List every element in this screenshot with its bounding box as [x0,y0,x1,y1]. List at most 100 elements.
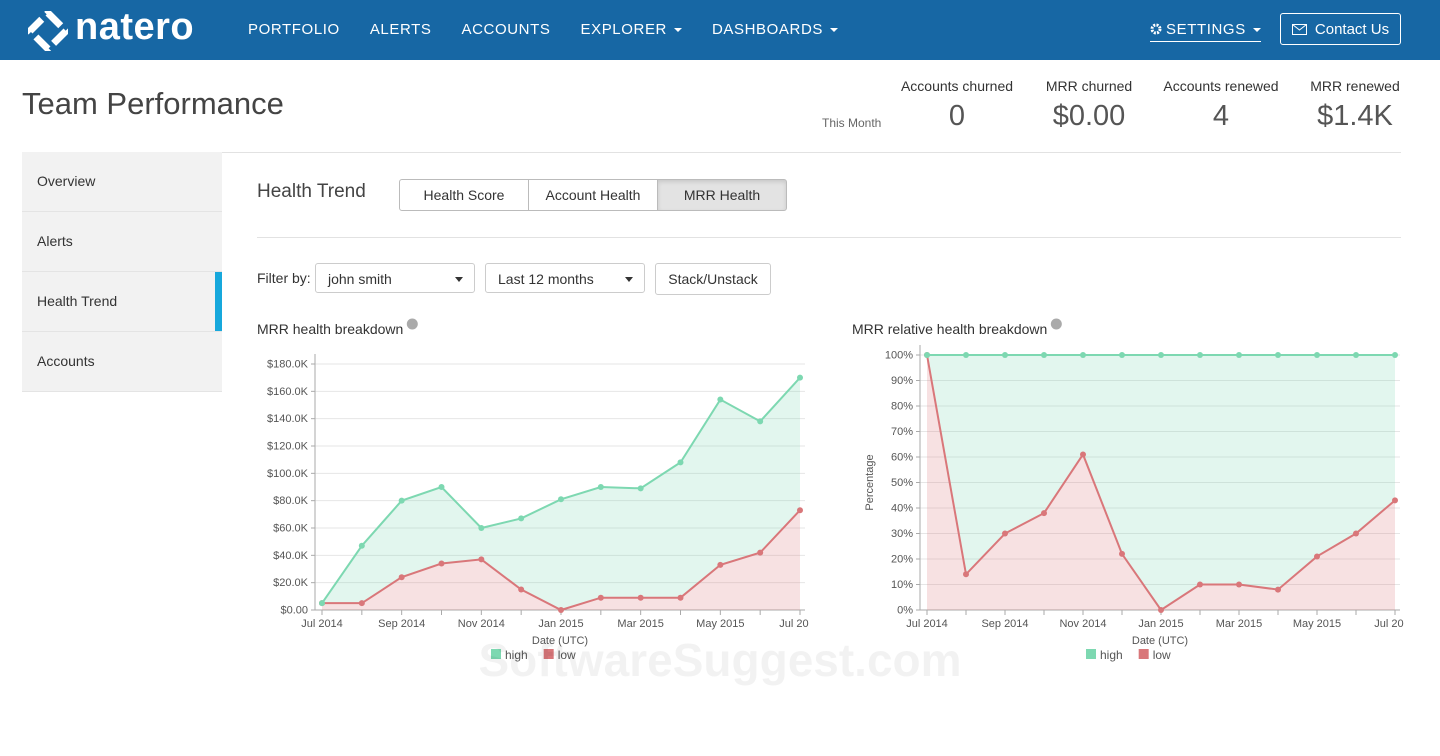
point [924,352,930,358]
stat-label: Accounts churned [900,78,1014,94]
x-tick-label: May 2015 [696,618,744,630]
mail-icon [1291,23,1307,35]
gear-icon [1150,23,1162,35]
area [927,355,1395,610]
y-tick-label: $160.0K [267,386,309,398]
y-tick-label: $100.0K [267,468,309,480]
tab[interactable]: MRR Health [657,179,787,211]
divider [257,237,1401,238]
help-icon [406,318,418,330]
legend-swatch [491,649,501,659]
point [1275,352,1281,358]
chart-title: MRR health breakdown [257,321,403,337]
point [1392,352,1398,358]
legend-label: low [558,648,576,662]
point [358,600,365,607]
sidebar-item[interactable]: Health Trend [22,272,222,332]
settings-menu[interactable]: SETTINGS [1150,21,1261,42]
point [637,485,644,492]
sidebar-item[interactable]: Accounts [22,332,222,392]
point [438,560,445,567]
stat: Accounts renewed 4 [1146,78,1296,133]
x-tick-label: Sep 2014 [378,618,425,630]
nav-item[interactable]: EXPLORER [580,21,682,38]
x-tick-label: Nov 2014 [1059,618,1106,630]
y-tick-label: 40% [891,503,913,515]
stack-button[interactable]: Stack/Unstack [655,263,771,295]
contact-label: Contact Us [1314,20,1390,38]
filter-select[interactable]: Last 12 months [485,263,645,293]
point [398,574,405,581]
point [1236,581,1242,588]
x-tick-label: Jan 2015 [538,618,583,630]
y-axis-label: Percentage [864,454,876,510]
nav-item[interactable]: DASHBOARDS [712,21,838,38]
y-tick-label: 10% [891,579,913,591]
legend-label: high [505,648,528,662]
point [1275,586,1281,593]
point [398,497,405,504]
sidebar-item[interactable]: Alerts [22,212,222,272]
y-tick-label: 70% [891,426,913,438]
point [1158,607,1164,613]
y-tick-label: 80% [891,401,913,413]
y-tick-label: $40.0K [273,550,309,562]
x-axis-label: Date (UTC) [1132,635,1188,647]
tab[interactable]: Health Score [399,179,529,211]
y-tick-label: 0% [897,605,913,617]
point [518,586,525,593]
point [717,396,724,403]
section-title: Health Trend [257,181,366,202]
logo-icon [28,11,68,51]
tab-group: Health Score Account Health MRR Health [399,179,787,211]
y-tick-label: $60.0K [273,523,309,535]
y-tick-label: $0.00 [280,605,308,617]
area [322,377,800,610]
point [797,507,803,514]
stat-value: $1.4K [1317,100,1393,132]
point [1002,530,1008,537]
x-axis-label: Date (UTC) [532,635,588,647]
page-title: Team Performance [22,86,284,121]
point [1119,352,1125,358]
x-tick-label: May 2015 [1293,618,1341,630]
point [1197,352,1203,358]
area [927,355,1395,610]
stat-value: 0 [948,100,966,132]
filter-label: Filter by: [257,270,311,286]
sidebar-item[interactable]: Overview [22,152,222,212]
tab[interactable]: Account Health [528,179,658,211]
x-tick-label: Jul 2014 [906,618,948,630]
nav-item[interactable]: ALERTS [369,21,432,38]
point [1041,352,1047,358]
contact-button[interactable]: Contact Us [1280,13,1401,45]
point [717,561,724,568]
filter-select[interactable]: john smith [315,263,475,293]
stat: MRR renewed $1.4K [1280,78,1430,133]
y-tick-label: $180.0K [267,359,309,371]
point [597,594,604,601]
point [637,594,644,601]
y-tick-label: $120.0K [267,441,309,453]
point [1353,530,1359,537]
stat: Accounts churned 0 [882,78,1032,133]
point [963,571,969,578]
legend-swatch [543,649,554,659]
point [757,418,764,425]
x-tick-label: Jul 2015 [779,618,821,630]
y-tick-label: $140.0K [267,413,309,425]
stat-value: 4 [1212,100,1230,132]
legend-label: low [1153,648,1171,662]
point [1119,550,1125,557]
watermark: SoftwareSuggest.com [478,634,961,686]
point [1353,352,1359,358]
x-tick-label: Jul 2014 [301,618,343,630]
point [438,484,445,490]
logo[interactable]: natero [75,6,195,48]
nav-item[interactable]: ACCOUNTS [461,21,551,38]
y-tick-label: 60% [891,452,913,464]
x-tick-label: Jul 2015 [1374,618,1416,630]
nav-item[interactable]: PORTFOLIO [248,21,340,38]
